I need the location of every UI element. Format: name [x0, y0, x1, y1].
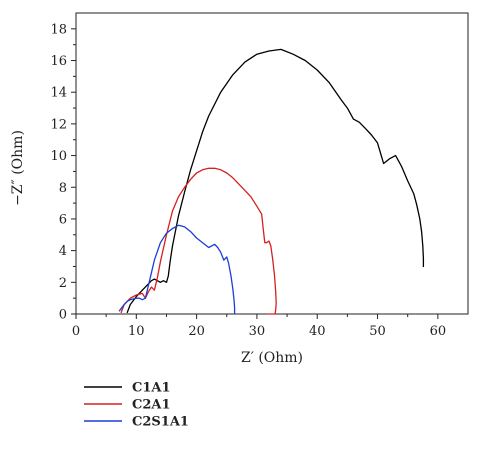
series-layer: [118, 48, 425, 315]
legend-label-c1a1: C1A1: [132, 381, 171, 396]
y-tick-label: 4: [59, 244, 67, 259]
legend-label-c2a1: C2A1: [132, 398, 171, 413]
y-tick-label: 10: [50, 149, 67, 164]
legend: C1A1 C2A1 C2S1A1: [84, 381, 189, 430]
y-tick-label: 2: [59, 276, 67, 291]
y-tick-label: 0: [59, 308, 67, 323]
x-tick-label: 40: [309, 324, 326, 339]
series-line-c1a1: [126, 48, 425, 314]
y-tick-label: 6: [59, 212, 67, 227]
series-line-c2a1: [120, 167, 277, 315]
axes: 0 10 20 30 40 50 60 0 2 4 6 8 10 12 14 16 18: [50, 12, 469, 339]
x-tick-label: 50: [369, 324, 386, 339]
x-tick-label: 20: [188, 324, 205, 339]
series-line-c2s1a1: [118, 224, 236, 315]
y-tick-label: 12: [50, 117, 67, 132]
y-axis-label: −Z″ (Ohm): [10, 130, 26, 206]
x-tick-label: 0: [72, 324, 80, 339]
x-axis-label: Z′ (Ohm): [241, 350, 303, 366]
y-tick-label: 8: [59, 181, 67, 196]
plot-frame: [75, 12, 469, 315]
y-tick-label: 14: [50, 86, 67, 101]
x-tick-label: 60: [430, 324, 447, 339]
x-tick-label: 10: [128, 324, 145, 339]
x-tick-label: 30: [249, 324, 266, 339]
y-tick-label: 18: [50, 22, 67, 37]
legend-label-c2s1a1: C2S1A1: [132, 415, 189, 430]
y-tick-label: 16: [50, 54, 67, 69]
